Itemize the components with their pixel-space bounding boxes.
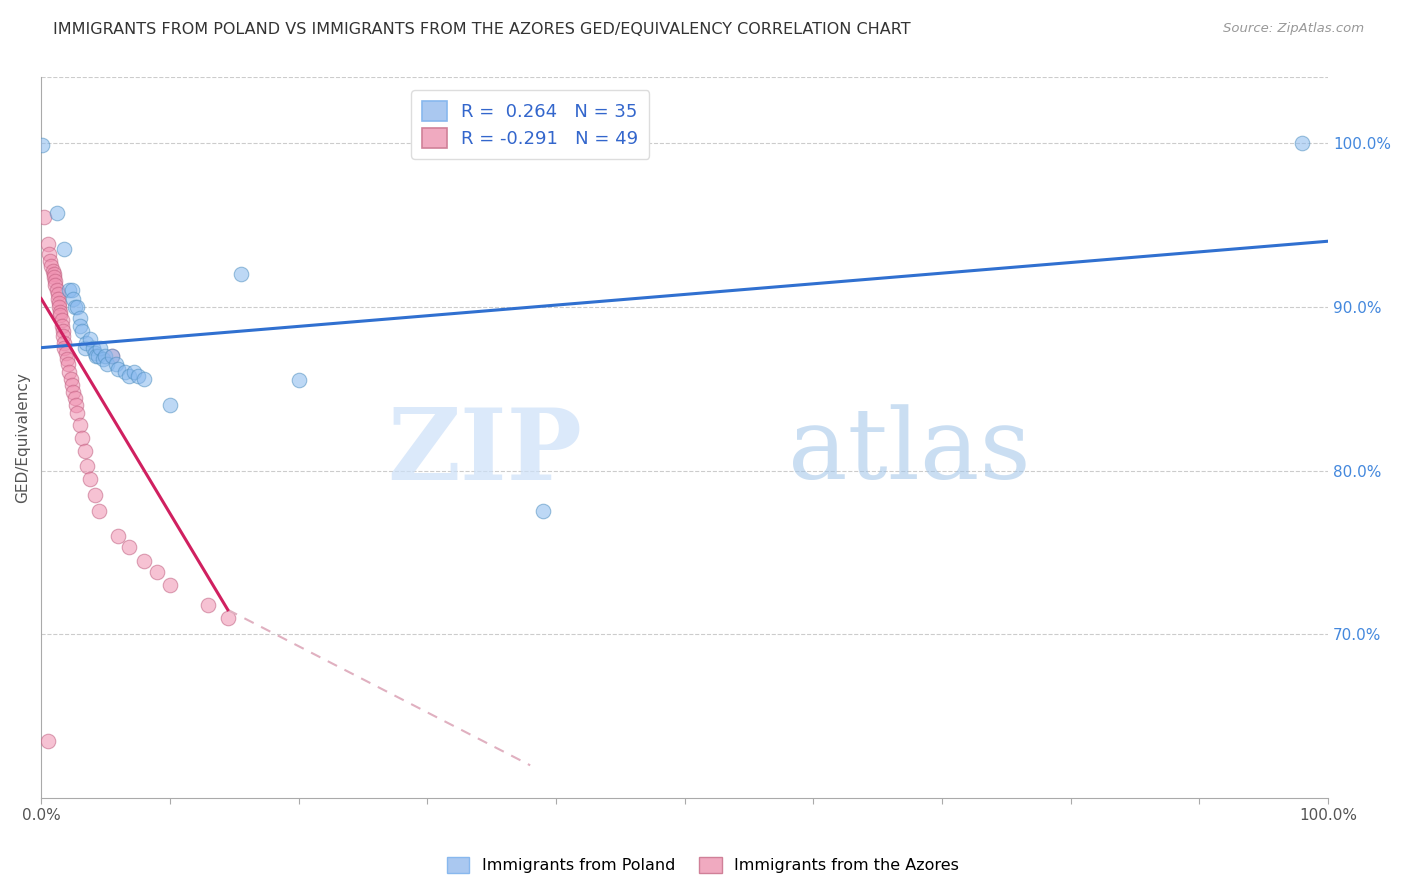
Point bbox=[117, 541, 139, 555]
Point bbox=[1291, 136, 1313, 150]
Point bbox=[46, 286, 69, 301]
Point bbox=[79, 333, 101, 347]
Text: IMMIGRANTS FROM POLAND VS IMMIGRANTS FROM THE AZORES GED/EQUIVALENCY CORRELATION: IMMIGRANTS FROM POLAND VS IMMIGRANTS FRO… bbox=[53, 22, 911, 37]
Point bbox=[101, 349, 124, 363]
Point bbox=[91, 352, 114, 367]
Point bbox=[122, 365, 145, 379]
Point bbox=[58, 284, 80, 298]
Point bbox=[59, 372, 82, 386]
Point bbox=[39, 253, 62, 268]
Point bbox=[42, 270, 65, 285]
Point bbox=[49, 308, 72, 322]
Point bbox=[69, 417, 91, 432]
Point bbox=[94, 349, 117, 363]
Point bbox=[76, 458, 98, 473]
Point bbox=[132, 553, 155, 567]
Point bbox=[127, 368, 149, 383]
Point bbox=[41, 263, 63, 277]
Point bbox=[49, 304, 72, 318]
Point bbox=[52, 329, 75, 343]
Point bbox=[62, 292, 84, 306]
Point bbox=[45, 284, 67, 298]
Point bbox=[84, 345, 107, 359]
Point bbox=[52, 324, 75, 338]
Text: Source: ZipAtlas.com: Source: ZipAtlas.com bbox=[1223, 22, 1364, 36]
Point bbox=[132, 372, 155, 386]
Point bbox=[66, 406, 89, 420]
Point bbox=[82, 341, 104, 355]
Point bbox=[56, 352, 79, 367]
Point bbox=[38, 247, 60, 261]
Point bbox=[84, 488, 107, 502]
Point bbox=[114, 365, 136, 379]
Point bbox=[89, 341, 111, 355]
Point bbox=[37, 237, 59, 252]
Y-axis label: GED/Equivalency: GED/Equivalency bbox=[15, 372, 30, 503]
Point bbox=[229, 267, 252, 281]
Point bbox=[73, 341, 96, 355]
Point bbox=[96, 357, 118, 371]
Point bbox=[62, 384, 84, 399]
Point bbox=[44, 273, 66, 287]
Point bbox=[287, 373, 309, 387]
Point bbox=[48, 300, 70, 314]
Point bbox=[66, 300, 89, 314]
Point bbox=[146, 565, 169, 579]
Legend: R =  0.264   N = 35, R = -0.291   N = 49: R = 0.264 N = 35, R = -0.291 N = 49 bbox=[411, 90, 650, 159]
Point bbox=[73, 443, 96, 458]
Point bbox=[45, 206, 67, 220]
Point bbox=[159, 578, 181, 592]
Point bbox=[32, 210, 55, 224]
Text: ZIP: ZIP bbox=[387, 404, 582, 500]
Point bbox=[79, 472, 101, 486]
Point bbox=[31, 137, 53, 152]
Point bbox=[51, 313, 73, 327]
Point bbox=[60, 284, 83, 298]
Point bbox=[87, 504, 110, 518]
Point bbox=[107, 362, 129, 376]
Point bbox=[217, 611, 239, 625]
Point bbox=[63, 392, 86, 406]
Point bbox=[56, 357, 79, 371]
Point bbox=[58, 365, 80, 379]
Point bbox=[48, 296, 70, 310]
Point bbox=[531, 504, 554, 518]
Point bbox=[44, 278, 66, 293]
Point bbox=[69, 311, 91, 326]
Point bbox=[41, 259, 63, 273]
Point bbox=[60, 378, 83, 392]
Point bbox=[65, 398, 87, 412]
Point bbox=[55, 345, 77, 359]
Point bbox=[72, 431, 94, 445]
Point bbox=[63, 300, 86, 314]
Point bbox=[87, 349, 110, 363]
Point bbox=[53, 341, 76, 355]
Point bbox=[42, 267, 65, 281]
Point bbox=[53, 335, 76, 350]
Point bbox=[69, 319, 91, 334]
Legend: Immigrants from Poland, Immigrants from the Azores: Immigrants from Poland, Immigrants from … bbox=[440, 850, 966, 880]
Point bbox=[107, 529, 129, 543]
Point bbox=[86, 349, 108, 363]
Point bbox=[37, 733, 59, 747]
Point bbox=[117, 368, 139, 383]
Point bbox=[101, 349, 124, 363]
Point bbox=[72, 324, 94, 338]
Point bbox=[197, 598, 219, 612]
Point bbox=[46, 292, 69, 306]
Point bbox=[53, 243, 76, 257]
Point bbox=[159, 398, 181, 412]
Point bbox=[75, 335, 97, 350]
Point bbox=[104, 357, 127, 371]
Point bbox=[51, 319, 73, 334]
Text: atlas: atlas bbox=[787, 404, 1031, 500]
